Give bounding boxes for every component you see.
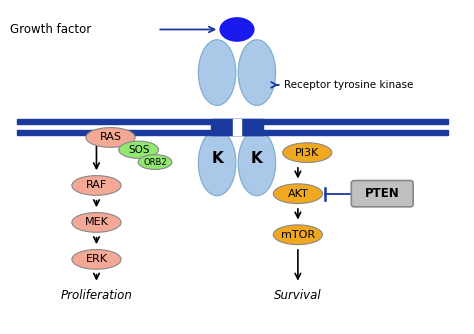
Ellipse shape <box>273 184 322 203</box>
Text: Survival: Survival <box>274 289 322 302</box>
Ellipse shape <box>72 176 121 195</box>
Ellipse shape <box>72 249 121 269</box>
Text: PTEN: PTEN <box>365 187 400 200</box>
Bar <box>17 130 448 135</box>
Ellipse shape <box>219 17 255 42</box>
Ellipse shape <box>238 40 276 106</box>
Text: ORB2: ORB2 <box>143 158 167 167</box>
Ellipse shape <box>138 155 172 169</box>
Text: ERK: ERK <box>85 255 108 265</box>
Text: RAS: RAS <box>100 133 121 142</box>
Ellipse shape <box>118 141 158 158</box>
Text: K: K <box>251 151 263 166</box>
Text: Receptor tyrosine kinase: Receptor tyrosine kinase <box>284 80 413 90</box>
Ellipse shape <box>273 225 322 244</box>
Bar <box>211 119 263 135</box>
Text: AKT: AKT <box>288 189 308 199</box>
Ellipse shape <box>86 128 135 147</box>
Ellipse shape <box>72 212 121 232</box>
Text: RAF: RAF <box>86 180 107 190</box>
Text: mTOR: mTOR <box>281 230 315 240</box>
Ellipse shape <box>198 130 236 196</box>
Text: K: K <box>211 151 223 166</box>
Ellipse shape <box>283 143 332 162</box>
Text: MEK: MEK <box>84 217 109 227</box>
Ellipse shape <box>198 40 236 106</box>
Bar <box>17 119 448 124</box>
Text: Proliferation: Proliferation <box>61 289 132 302</box>
FancyBboxPatch shape <box>351 181 413 207</box>
Text: SOS: SOS <box>128 145 149 155</box>
Bar <box>233 119 241 135</box>
Text: PI3K: PI3K <box>295 148 319 158</box>
Text: Growth factor: Growth factor <box>10 23 91 36</box>
Ellipse shape <box>238 130 276 196</box>
